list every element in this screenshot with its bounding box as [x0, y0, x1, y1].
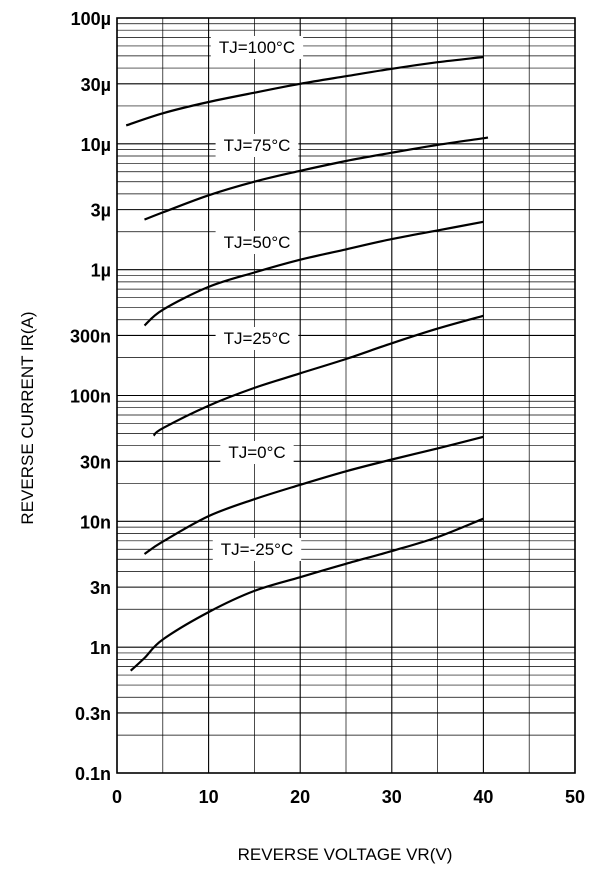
series-label-bg [215, 327, 299, 350]
series-line [143, 220, 484, 327]
series-line [143, 435, 484, 555]
plot-frame [116, 17, 576, 774]
y-tick-label: 300n [70, 326, 111, 346]
series-label-bg [212, 538, 302, 561]
x-tick-label: 40 [473, 787, 493, 807]
series-label-bg [215, 231, 299, 254]
x-tick-labels: 0 10 20 30 40 50 [112, 787, 585, 807]
x-tick-label: 10 [199, 787, 219, 807]
series-label-text: TJ=50°C [224, 233, 291, 252]
y-tick-label: 30µ [81, 75, 111, 95]
y-tick-label: 30n [80, 452, 111, 472]
y-tick-label: 1n [90, 638, 111, 658]
y-tick-label: 3n [90, 578, 111, 598]
series-label: TJ=0°C [220, 441, 294, 464]
y-tick-label: 3µ [91, 201, 111, 221]
x-tick-label: 0 [112, 787, 122, 807]
series-line [125, 55, 484, 127]
series-label: TJ=25°C [215, 327, 299, 350]
series-line [152, 314, 484, 437]
y-axis-label: REVERSE CURRENT IR(A) [18, 311, 37, 524]
x-tick-label: 20 [290, 787, 310, 807]
series-label-text: TJ=25°C [224, 329, 291, 348]
grid [116, 17, 576, 774]
curves [125, 55, 489, 672]
series-label-bg [210, 36, 304, 59]
x-tick-label: 30 [382, 787, 402, 807]
series-label-text: TJ=-25°C [221, 540, 293, 559]
series-label-text: TJ=75°C [224, 136, 291, 155]
y-tick-label: 1µ [91, 261, 111, 281]
series-label: TJ=75°C [215, 134, 299, 157]
series-label-text: TJ=0°C [228, 443, 285, 462]
y-tick-label: 10µ [81, 135, 111, 155]
x-tick-label: 50 [565, 787, 585, 807]
series-label: TJ=50°C [215, 231, 299, 254]
y-tick-label: 0.3n [75, 704, 111, 724]
series-label: TJ=100°C [210, 36, 304, 59]
y-tick-label: 100µ [71, 9, 111, 29]
y-tick-label: 10n [80, 512, 111, 532]
y-tick-label: 0.1n [75, 764, 111, 784]
y-tick-labels: 0.1n 0.3n 1n 3n 10n 30n 100n 300n 1µ 3µ 10µ 30µ 100µ [70, 9, 111, 784]
series-label-text: TJ=100°C [219, 38, 295, 57]
series-label-bg [220, 441, 294, 464]
series-line [144, 136, 489, 221]
series-line [129, 517, 484, 672]
series-label-bg [215, 134, 299, 157]
curve-labels: TJ=100°C TJ=75°C TJ=50°C TJ=25°C TJ=0°C TJ=-2… [210, 36, 304, 561]
x-axis-label: REVERSE VOLTAGE VR(V) [238, 845, 453, 864]
y-tick-label: 100n [70, 387, 111, 407]
series-label: TJ=-25°C [212, 538, 302, 561]
